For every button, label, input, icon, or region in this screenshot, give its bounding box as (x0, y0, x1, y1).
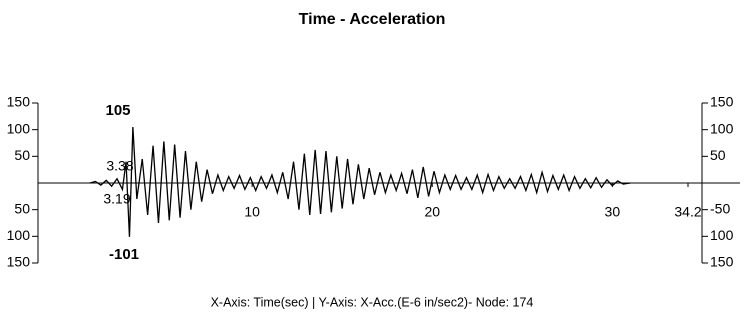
x-tick-label: 30 (605, 204, 621, 220)
x-tick-label: 34.2 (674, 204, 701, 220)
y2-tick-label: 150 (710, 254, 734, 270)
y-tick-label: 50 (14, 147, 30, 163)
y2-tick-label: 50 (710, 147, 726, 163)
y-tick-label: 150 (7, 254, 31, 270)
annotation: 3.38 (106, 158, 133, 174)
y-tick-label: 100 (7, 227, 31, 243)
x-axis-label: X-Axis: Time(sec) | Y-Axis: X-Acc.(E-6 i… (211, 295, 534, 309)
y-tick-label: 150 (7, 94, 31, 110)
y-tick-label: 100 (7, 120, 31, 136)
y2-tick-label: -50 (710, 200, 730, 216)
annotation: -101 (109, 246, 139, 263)
waveform (89, 126, 631, 237)
chart-title: Time - Acceleration (299, 11, 446, 28)
y-tick-label: 50 (14, 200, 30, 216)
x-tick-label: 10 (244, 204, 260, 220)
x-tick-label: 20 (424, 204, 440, 220)
y2-tick-label: 100 (710, 120, 734, 136)
y2-tick-label: 150 (710, 94, 734, 110)
y2-tick-label: 100 (710, 227, 734, 243)
annotation: 3.19 (103, 191, 130, 207)
annotation: 105 (105, 102, 130, 119)
